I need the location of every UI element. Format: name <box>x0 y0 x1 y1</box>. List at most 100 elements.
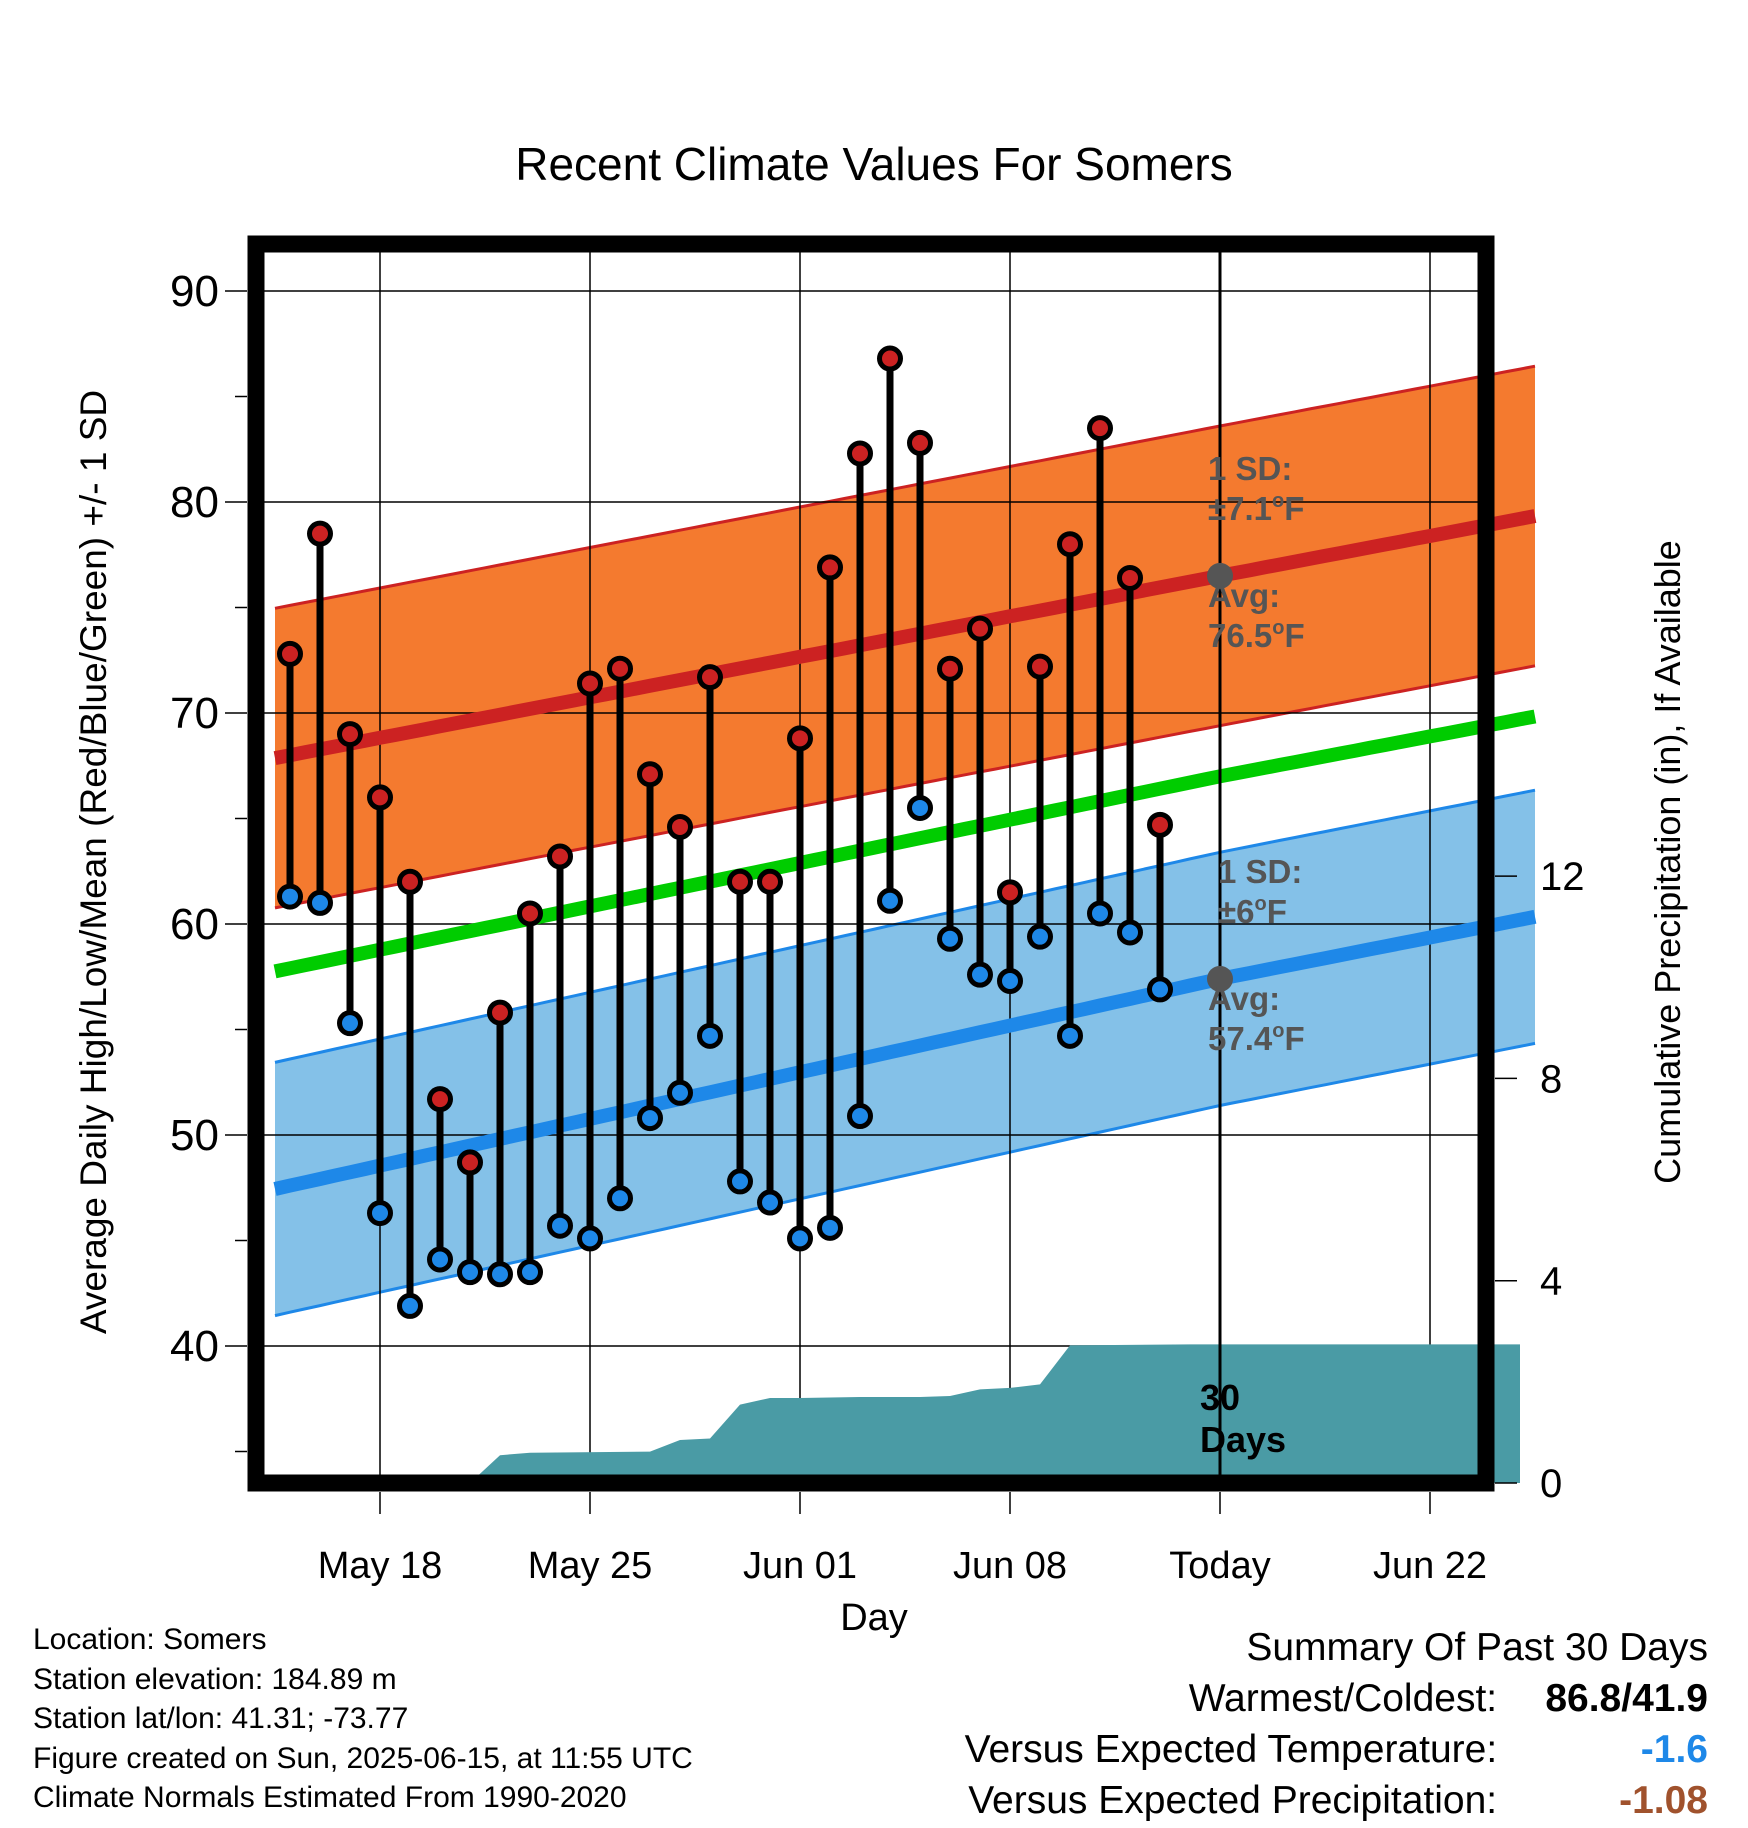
high-normal-line <box>273 509 1537 765</box>
low-point <box>637 1105 663 1132</box>
y2-axis-title: Cumulative Precipitation (in), If Availa… <box>1647 540 1688 1184</box>
low-point <box>1027 923 1053 950</box>
normal-lines <box>273 244 1537 1483</box>
low-sd-upper <box>274 788 1536 1064</box>
low-point <box>847 1103 873 1130</box>
high-point <box>1057 531 1083 558</box>
precip-area <box>290 1344 1520 1483</box>
created-text: Figure created on Sun, 2025-06-15, at 11… <box>33 1741 693 1775</box>
low-point <box>757 1189 783 1216</box>
today-high-marker <box>1207 562 1233 589</box>
high-point <box>1027 653 1053 680</box>
low-point <box>547 1212 573 1239</box>
precipitation-area <box>290 1344 1520 1483</box>
warm-cold-value: 86.8/41.9 <box>1545 1677 1708 1720</box>
high-point <box>517 900 543 927</box>
low-sd-label: 1 SD: <box>1218 853 1302 890</box>
high-point <box>427 1086 453 1113</box>
low-point <box>727 1168 753 1195</box>
low-point <box>787 1225 813 1252</box>
chart-title: Recent Climate Values For Somers <box>515 138 1233 190</box>
mean-normal-line <box>273 709 1537 979</box>
high-point <box>397 868 423 895</box>
summary-temp: Versus Expected Temperature: -1.6 <box>965 1724 1708 1775</box>
precip-label: Versus Expected Precipitation: <box>968 1779 1498 1822</box>
low-point <box>517 1259 543 1286</box>
y2-tick-label: 4 <box>1540 1260 1562 1304</box>
high-point <box>1117 564 1143 591</box>
low-point <box>1057 1022 1083 1049</box>
high-sd-value: ±7.1oF <box>1208 490 1304 527</box>
high-avg-value: 76.5oF <box>1208 617 1305 654</box>
low-point <box>997 967 1023 994</box>
low-point <box>577 1225 603 1252</box>
low-point <box>277 883 303 910</box>
x-tick-label: Jun 22 <box>1373 1545 1487 1587</box>
low-point <box>667 1079 693 1106</box>
latlon-text: Station lat/lon: 41.31; -73.77 <box>33 1702 409 1735</box>
today-low-marker <box>1207 965 1233 992</box>
low-point <box>1147 976 1173 1003</box>
high-sd-label: 1 SD: <box>1208 450 1292 487</box>
low-sd-value: ±6oF <box>1218 893 1287 930</box>
axes: 40 50 60 70 80 90 0 4 8 12 May 18 May 25 Jun 01 Jun 0… <box>73 267 1688 1639</box>
observations <box>277 345 1173 1319</box>
normals-text: Climate Normals Estimated From 1990-2020 <box>33 1781 627 1814</box>
low-avg-label: Avg: <box>1208 980 1280 1017</box>
y-tick-label: 70 <box>170 689 219 738</box>
high-point <box>577 670 603 697</box>
low-point <box>427 1246 453 1273</box>
low-point <box>817 1214 843 1241</box>
summary-precip: Versus Expected Precipitation: -1.08 <box>965 1775 1708 1826</box>
high-sd-upper <box>274 364 1536 610</box>
high-point <box>637 761 663 788</box>
low-point <box>1117 919 1143 946</box>
x-tick-label: May 25 <box>528 1545 653 1587</box>
high-point <box>877 345 903 372</box>
y-axis-title: Average Daily High/Low/Mean (Red/Blue/Gr… <box>73 390 114 1334</box>
high-point <box>667 813 693 840</box>
high-point <box>787 725 813 752</box>
plot-border <box>247 235 1495 1492</box>
low-sd-lower <box>274 1041 1536 1318</box>
temp-label: Versus Expected Temperature: <box>964 1728 1498 1771</box>
y-tick-label: 50 <box>170 1111 219 1160</box>
temp-value: -1.6 <box>1640 1728 1708 1771</box>
high-point <box>937 655 963 682</box>
high-point <box>457 1149 483 1176</box>
days-label-line2: Days <box>1200 1419 1286 1460</box>
x-tick-label: Today <box>1169 1545 1270 1587</box>
high-point <box>307 520 333 547</box>
high-point <box>367 784 393 811</box>
high-point <box>547 843 573 870</box>
high-point <box>817 554 843 581</box>
high-point <box>337 721 363 748</box>
x-tick-label: Jun 01 <box>743 1545 857 1587</box>
x-tick-label: May 18 <box>318 1545 443 1587</box>
low-point <box>967 961 993 988</box>
precip-value: -1.08 <box>1619 1779 1708 1822</box>
high-point <box>907 429 933 456</box>
summary-warm-cold: Warmest/Coldest: 86.8/41.9 <box>965 1673 1708 1724</box>
low-point <box>397 1292 423 1319</box>
high-sd-lower <box>274 664 1536 910</box>
high-point <box>607 655 633 682</box>
station-info: Location: Somers Station elevation: 184.… <box>33 1620 693 1818</box>
y-tick-label: 60 <box>170 900 219 949</box>
low-point <box>487 1261 513 1288</box>
low-normal-line <box>273 909 1537 1196</box>
y-tick-label: 80 <box>170 478 219 527</box>
low-point <box>337 1010 363 1037</box>
days-label-line1: 30 <box>1200 1377 1240 1418</box>
high-avg-label: Avg: <box>1208 577 1280 614</box>
low-point <box>607 1185 633 1212</box>
y2-tick-label: 0 <box>1540 1462 1562 1506</box>
y-tick-label: 90 <box>170 267 219 316</box>
high-point <box>487 999 513 1026</box>
summary-title: Summary Of Past 30 Days <box>1246 1626 1708 1669</box>
low-point <box>1087 900 1113 927</box>
low-point <box>937 925 963 952</box>
plot-frame <box>247 235 1495 1492</box>
